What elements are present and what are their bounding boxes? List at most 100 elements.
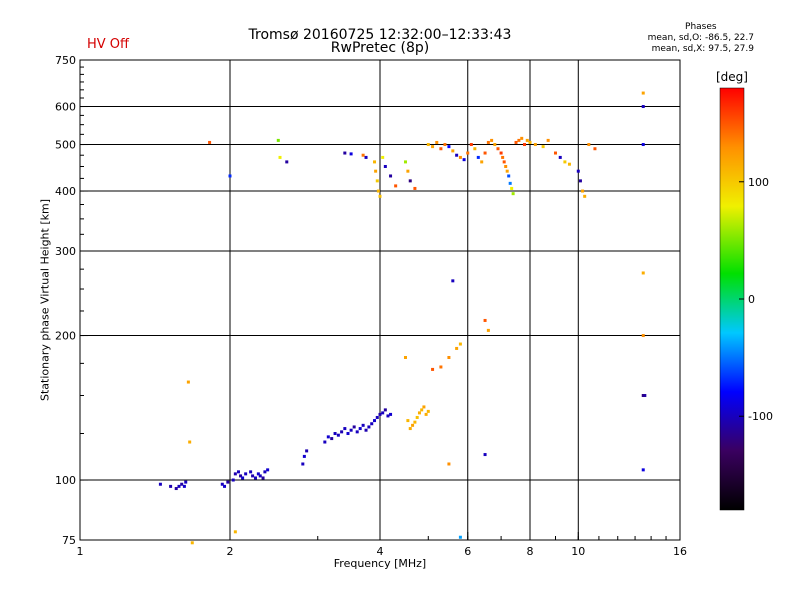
- data-point: [346, 432, 350, 436]
- data-point: [188, 440, 192, 444]
- data-point: [278, 155, 282, 159]
- data-point: [376, 189, 380, 193]
- data-point: [507, 174, 511, 178]
- data-point: [349, 152, 353, 156]
- data-point: [458, 535, 462, 539]
- data-point: [361, 153, 365, 157]
- data-point: [263, 470, 267, 474]
- data-point: [241, 476, 245, 480]
- data-point: [364, 428, 368, 432]
- data-point: [502, 160, 506, 164]
- data-point: [355, 430, 359, 434]
- data-point: [499, 151, 503, 155]
- data-point: [389, 174, 393, 178]
- data-point: [486, 328, 490, 332]
- data-point: [180, 482, 184, 486]
- phase-stats-title: Phases: [685, 22, 717, 32]
- data-point: [424, 412, 428, 416]
- data-point: [394, 184, 398, 188]
- hv-status: HV Off: [87, 37, 129, 52]
- data-point: [439, 365, 443, 369]
- data-point: [266, 468, 270, 472]
- data-point: [641, 91, 645, 95]
- colorbar-tick-label: -100: [748, 410, 773, 423]
- data-point: [641, 143, 645, 147]
- data-point: [417, 411, 421, 415]
- data-point: [367, 425, 371, 429]
- data-point: [330, 437, 334, 441]
- data-point: [447, 462, 451, 466]
- x-tick-label: 6: [464, 545, 471, 558]
- data-point: [483, 151, 487, 155]
- data-point: [643, 394, 647, 398]
- data-point: [508, 181, 512, 185]
- data-point: [426, 143, 430, 147]
- x-tick-label: 8: [527, 545, 534, 558]
- chart-subtitle: RwPretec (8p): [330, 40, 430, 56]
- data-point: [447, 355, 451, 359]
- data-point: [408, 179, 412, 183]
- data-point: [476, 155, 480, 159]
- data-point: [233, 472, 237, 476]
- data-point: [426, 409, 430, 413]
- data-point: [406, 169, 410, 173]
- data-point: [439, 147, 443, 151]
- data-point: [239, 474, 243, 478]
- data-point: [581, 189, 585, 193]
- data-point: [563, 160, 567, 164]
- data-point: [182, 484, 186, 488]
- data-point: [486, 140, 490, 144]
- data-point: [326, 435, 330, 439]
- x-tick-label: 16: [673, 545, 687, 558]
- data-point: [177, 484, 181, 488]
- data-point: [383, 408, 387, 412]
- data-point: [504, 164, 508, 168]
- x-tick-label: 2: [227, 545, 234, 558]
- data-point: [375, 415, 379, 419]
- data-point: [493, 143, 497, 147]
- data-point: [458, 155, 462, 159]
- data-point: [251, 474, 255, 478]
- data-point: [458, 342, 462, 346]
- data-point: [261, 476, 265, 480]
- phase-stats: Phases mean, sd,O: -86.5, 22.7 mean, sd,…: [648, 22, 754, 55]
- data-point: [413, 186, 417, 190]
- data-point: [641, 468, 645, 472]
- data-point: [447, 145, 451, 149]
- data-point: [378, 194, 382, 198]
- data-point: [455, 346, 459, 350]
- data-point: [158, 482, 162, 486]
- data-point: [381, 411, 385, 415]
- data-point: [381, 155, 385, 159]
- data-point: [528, 140, 532, 144]
- x-axis-label: Frequency [MHz]: [333, 557, 427, 570]
- data-point: [361, 423, 365, 427]
- data-point: [220, 482, 224, 486]
- data-point: [174, 487, 178, 491]
- y-tick-label: 75: [62, 534, 76, 547]
- data-point: [501, 155, 505, 159]
- data-point: [236, 470, 240, 474]
- data-point: [378, 412, 382, 416]
- y-tick-label: 300: [55, 245, 76, 258]
- data-point: [403, 160, 407, 164]
- y-tick-label: 750: [55, 54, 76, 67]
- data-point: [469, 143, 473, 147]
- data-point: [223, 484, 227, 488]
- phase-stats-o: mean, sd,O: -86.5, 22.7: [647, 33, 754, 43]
- data-point: [323, 440, 327, 444]
- y-tick-label: 500: [55, 139, 76, 152]
- data-point: [375, 179, 379, 183]
- data-point: [373, 419, 377, 423]
- data-point: [383, 164, 387, 168]
- data-point: [285, 160, 289, 164]
- data-point: [490, 138, 494, 142]
- phase-stats-x: mean, sd,X: 97.5, 27.9: [651, 44, 754, 54]
- y-tick-label: 100: [55, 474, 76, 487]
- data-point: [343, 151, 347, 155]
- data-point: [336, 433, 340, 437]
- data-point: [190, 541, 194, 545]
- data-point: [364, 155, 368, 159]
- data-point: [593, 147, 597, 151]
